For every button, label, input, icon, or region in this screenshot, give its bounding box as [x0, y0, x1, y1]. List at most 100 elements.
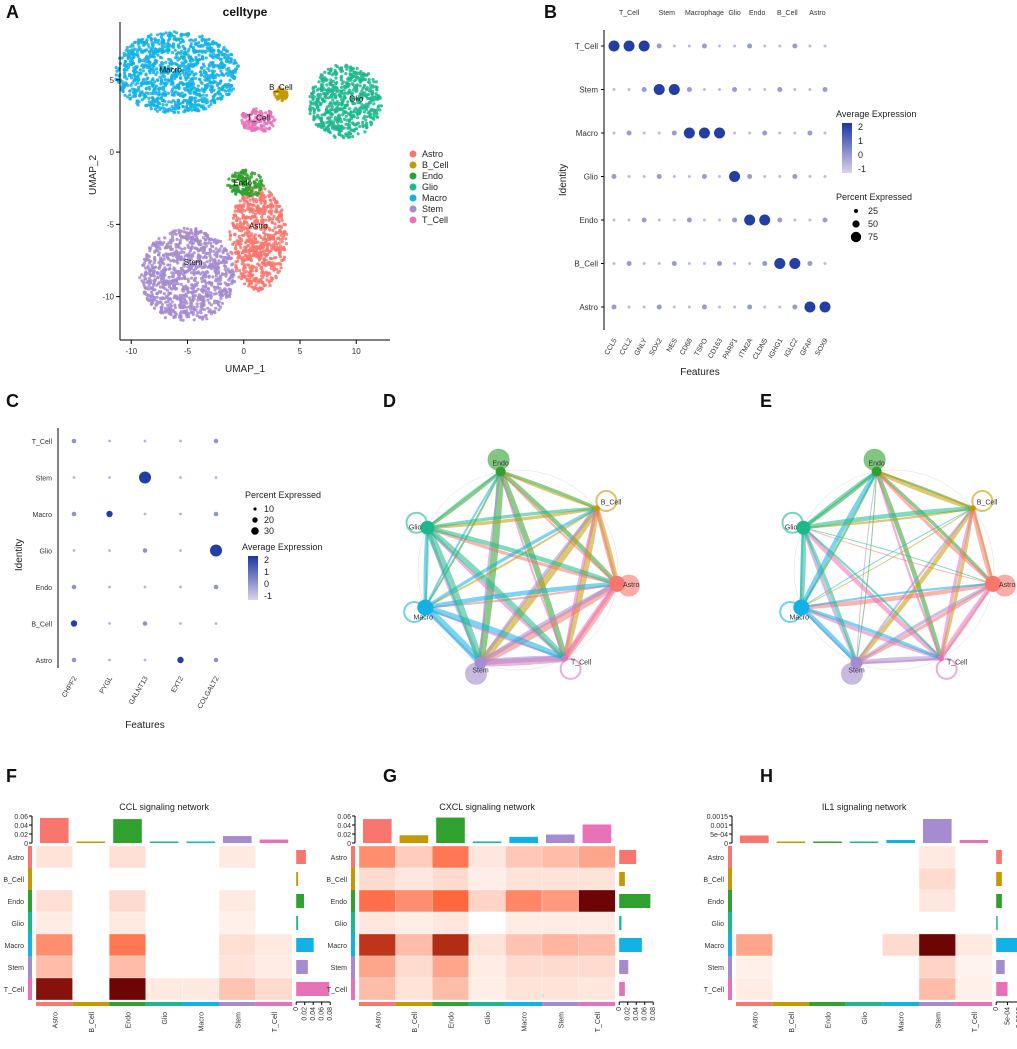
- umap-point: [217, 308, 221, 312]
- umap-point: [235, 266, 239, 271]
- heatmap-row-strip: [728, 868, 732, 890]
- umap-point: [259, 207, 263, 211]
- umap-point: [150, 96, 154, 100]
- umap-point: [249, 190, 253, 194]
- umap-point: [158, 247, 162, 251]
- dotplot-b-feature: SOX9: [814, 337, 829, 357]
- umap-point: [239, 229, 244, 233]
- umap-point: [128, 93, 132, 97]
- dotplot-b-dot: [823, 175, 827, 178]
- umap-point: [146, 76, 150, 80]
- umap-point: [237, 173, 241, 178]
- umap-point: [189, 44, 193, 48]
- dotplot-b-dot: [822, 87, 828, 92]
- umap-point: [178, 40, 183, 45]
- umap-point: [136, 74, 140, 78]
- dotplot-c-identity: Macro: [33, 512, 53, 519]
- dotplot-b-dot: [686, 87, 692, 92]
- umap-point: [196, 311, 200, 315]
- heatmap-cell: [395, 933, 433, 957]
- umap-point: [258, 244, 262, 248]
- umap-point: [362, 110, 367, 114]
- umap-point: [321, 86, 325, 90]
- umap-point: [240, 118, 244, 123]
- heatmap-right-bar: [619, 850, 637, 864]
- heatmap-cell: [109, 955, 146, 979]
- umap-point: [352, 110, 356, 114]
- umap-point: [201, 44, 205, 48]
- umap-point: [365, 121, 369, 125]
- umap-point: [325, 108, 329, 112]
- umap-point: [273, 118, 277, 122]
- umap-point: [248, 202, 252, 206]
- umap-point: [173, 48, 177, 52]
- umap-point: [272, 197, 276, 201]
- umap-point: [326, 67, 330, 71]
- dotplot-b-identity: B_Cell: [574, 260, 598, 269]
- dotplot-b-dot: [686, 217, 692, 223]
- heatmap-cell: [955, 955, 993, 979]
- umap-point: [360, 96, 364, 100]
- umap-point: [345, 67, 349, 71]
- umap-point: [200, 34, 204, 38]
- heatmap-col-strip: [109, 1002, 146, 1006]
- umap-point: [225, 92, 229, 96]
- heatmap-cell: [735, 955, 773, 979]
- umap-point: [348, 72, 352, 76]
- umap-point: [154, 73, 158, 77]
- dotplot-b-feature: GFAP: [799, 337, 815, 357]
- umap-point: [157, 261, 161, 265]
- umap-point: [166, 78, 170, 82]
- umap-point: [153, 40, 157, 44]
- umap-point: [271, 217, 275, 221]
- heatmap-cell: [72, 845, 110, 869]
- umap-point: [162, 98, 166, 102]
- umap-point: [209, 263, 213, 267]
- umap-point: [186, 231, 190, 235]
- heatmap-cell: [72, 955, 110, 979]
- umap-point: [122, 68, 126, 72]
- dotplot-b-group-label: Macrophage: [685, 10, 724, 17]
- umap-point: [229, 74, 233, 78]
- heatmap-col-label: B_Cell: [412, 1012, 419, 1033]
- umap-point: [261, 275, 265, 279]
- umap-point: [354, 72, 358, 76]
- dotplot-b-dot: [763, 305, 767, 309]
- umap-point: [334, 94, 338, 98]
- umap-point: [208, 308, 212, 312]
- umap-point: [372, 102, 376, 106]
- umap-point: [190, 64, 194, 68]
- umap-point: [211, 88, 215, 92]
- umap-point: [366, 72, 371, 76]
- umap-point: [263, 195, 267, 199]
- heatmap-col-strip: [145, 1002, 183, 1006]
- umap-point: [166, 91, 170, 95]
- umap-point: [321, 76, 325, 80]
- heatmap-top-bar: [886, 840, 915, 843]
- umap-point: [204, 291, 208, 295]
- heatmap-right-tick-label: 0.06: [642, 1007, 649, 1021]
- umap-point: [240, 258, 244, 262]
- umap-point: [231, 216, 236, 220]
- heatmap-right-bar: [619, 916, 622, 930]
- heatmap-row-strip: [728, 978, 732, 1000]
- umap-point: [199, 105, 203, 109]
- heatmap-cell: [505, 867, 543, 891]
- umap-point: [356, 132, 360, 136]
- umap-point: [267, 194, 271, 198]
- umap-point: [222, 255, 226, 260]
- umap-point: [253, 181, 257, 185]
- umap-point: [204, 256, 208, 260]
- umap-point: [258, 251, 262, 255]
- heatmap-row-label: Endo: [8, 899, 24, 906]
- umap-point: [190, 283, 194, 287]
- umap-point: [241, 196, 245, 200]
- umap-point: [152, 283, 156, 287]
- umap-point: [219, 282, 223, 286]
- umap-point: [245, 200, 250, 204]
- umap-point: [184, 65, 189, 69]
- dotplot-b-dot: [671, 261, 677, 266]
- umap-point: [166, 50, 170, 55]
- umap-point: [194, 58, 198, 62]
- umap-point: [229, 57, 233, 61]
